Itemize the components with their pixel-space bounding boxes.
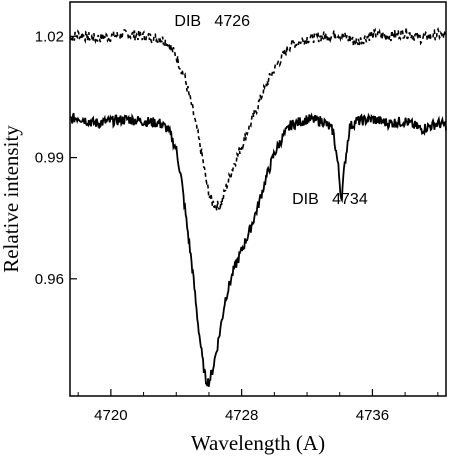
y-tick-label: 1.02 [35,28,64,45]
x-tick-label: 4736 [356,407,389,424]
y-tick-label: 0.99 [35,150,64,167]
y-axis-ticks: 0.96 0.99 1.02 [35,28,77,288]
x-axis-ticks: 4720 4728 4736 [77,389,439,424]
series-layer [69,26,447,387]
spectrum-line-dashed [69,26,447,211]
x-axis-title: Wavelength (A) [191,431,325,455]
annotation-layer: DIB 4726 DIB 4734 [174,13,367,208]
dib-annotation: DIB 4734 [292,191,368,208]
plot-frame [69,1,447,397]
spectrum-line-solid [69,112,447,387]
x-tick-label: 4720 [94,407,127,424]
y-tick-label: 0.96 [35,271,64,288]
dib-annotation: DIB 4726 [174,13,250,30]
y-axis-title: Relative intensity [0,125,23,273]
x-tick-label: 4728 [225,407,258,424]
